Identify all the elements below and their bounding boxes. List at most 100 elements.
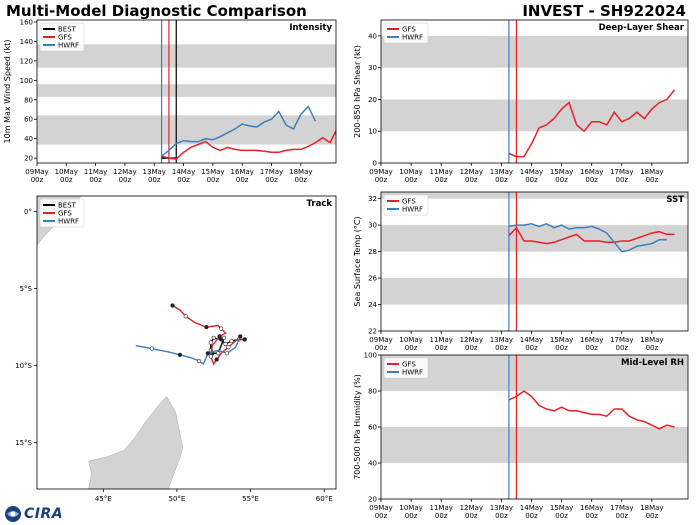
x-tick-label-time: 00z [265,176,278,184]
x-tick-label-date: 17May [260,168,283,176]
panel-title: Mid-Level RH [621,358,684,368]
x-tick-label-date: 16May [580,504,603,512]
legend-label-gfs: GFS [402,26,416,34]
x-tick-label-date: 16May [580,336,603,344]
legend-label-hwrf: HWRF [402,369,423,377]
panel-title: Track [307,199,333,209]
x-tick-label-date: 13May [490,504,513,512]
y-tick-label: 40 [24,135,33,143]
logo-text: CIRA [24,506,64,522]
x-tick-label-time: 00z [236,176,249,184]
threshold-band [381,427,688,463]
lat-tick-label: 15°S [15,439,32,447]
legend-label-hwrf: HWRF [402,34,423,42]
x-tick-label-time: 00z [435,176,448,184]
y-tick-label: 80 [24,96,33,104]
y-tick-label: 28 [368,248,377,256]
threshold-band [381,35,688,68]
track-point-gfs [242,337,247,342]
x-tick-label-date: 09May [369,336,392,344]
x-tick-label-date: 09May [369,168,392,176]
x-tick-label-time: 00z [465,176,478,184]
x-tick-label-date: 18May [289,168,312,176]
y-tick-label: 60 [368,424,377,432]
x-tick-label-date: 12May [460,168,483,176]
x-tick-label-date: 15May [550,336,573,344]
track-point-gfs [208,354,213,359]
x-tick-label-time: 00z [405,176,418,184]
x-tick-label-date: 18May [640,336,663,344]
legend-label-gfs: GFS [402,361,416,369]
x-tick-label-date: 13May [143,168,166,176]
threshold-band [381,192,688,199]
x-tick-label-time: 00z [375,176,388,184]
y-tick-label: 100 [20,77,33,85]
y-tick-label: 32 [368,195,377,203]
x-tick-label-time: 00z [405,512,418,520]
x-tick-label-date: 14May [520,168,543,176]
track-point-best [221,335,227,340]
x-tick-label-date: 10May [399,168,422,176]
panel-title: Intensity [289,23,332,33]
x-tick-label-date: 12May [460,504,483,512]
x-tick-label-time: 00z [525,176,538,184]
track-point-hwrf [205,351,210,356]
x-tick-label-time: 00z [31,176,44,184]
x-tick-label-date: 15May [550,168,573,176]
x-tick-label-date: 15May [201,168,224,176]
x-tick-label-time: 00z [495,176,508,184]
y-tick-label: 20 [368,496,377,504]
track-point-hwrf [196,358,202,364]
track-point-hwrf [177,352,182,357]
x-tick-label-time: 00z [60,176,73,184]
legend-label-hwrf: HWRF [402,206,423,214]
track-point-gfs [170,303,175,308]
y-tick-label: 20 [368,96,377,104]
series-line-gfs [508,390,675,430]
plot-frame [380,19,689,164]
x-tick-label-time: 00z [615,344,628,352]
y-tick-label: 160 [20,18,33,26]
y-tick-label: 40 [368,460,377,468]
lat-tick-label: 10°S [15,362,32,370]
x-tick-label-date: 18May [640,504,663,512]
threshold-band [37,115,336,145]
x-tick-label-time: 00z [375,344,388,352]
x-tick-label-time: 00z [295,176,308,184]
y-tick-label: 24 [368,301,377,309]
x-tick-label-date: 12May [113,168,136,176]
y-tick-label: 120 [20,57,33,65]
y-tick-label: 20 [24,155,33,163]
x-tick-label-date: 10May [399,336,422,344]
lon-tick-label: 55°E [242,495,259,503]
panel-title: Deep-Layer Shear [599,23,685,33]
track-point-gfs [214,357,219,362]
x-tick-label-date: 09May [369,504,392,512]
lon-tick-label: 60°E [316,495,333,503]
legend-label-best: BEST [58,26,77,34]
track-point-hwrf [238,334,243,339]
track-point-hwrf [149,346,154,351]
x-tick-label-date: 11May [84,168,107,176]
x-tick-label-time: 00z [585,512,598,520]
x-tick-label-time: 00z [435,512,448,520]
cira-logo: CIRA [4,505,63,523]
x-tick-label-time: 00z [555,512,568,520]
threshold-band [381,99,688,132]
y-tick-label: 100 [364,352,377,360]
x-tick-label-date: 11May [430,336,453,344]
x-tick-label-date: 17May [610,504,633,512]
y-tick-label: 40 [368,32,377,40]
x-tick-label-time: 00z [119,176,132,184]
threshold-band [37,84,336,97]
x-tick-label-time: 00z [555,176,568,184]
x-tick-label-time: 00z [405,344,418,352]
x-tick-label-time: 00z [177,176,190,184]
track-point-gfs [226,345,231,350]
y-axis-label: 700-500 hPa Humidity (%) [353,374,362,480]
x-tick-label-time: 00z [525,512,538,520]
x-tick-label-date: 12May [460,336,483,344]
shear-panel: 01020304009May00z10May00z11May00z12May00… [353,19,689,184]
track-point-best [211,335,216,340]
x-tick-label-date: 18May [640,168,663,176]
